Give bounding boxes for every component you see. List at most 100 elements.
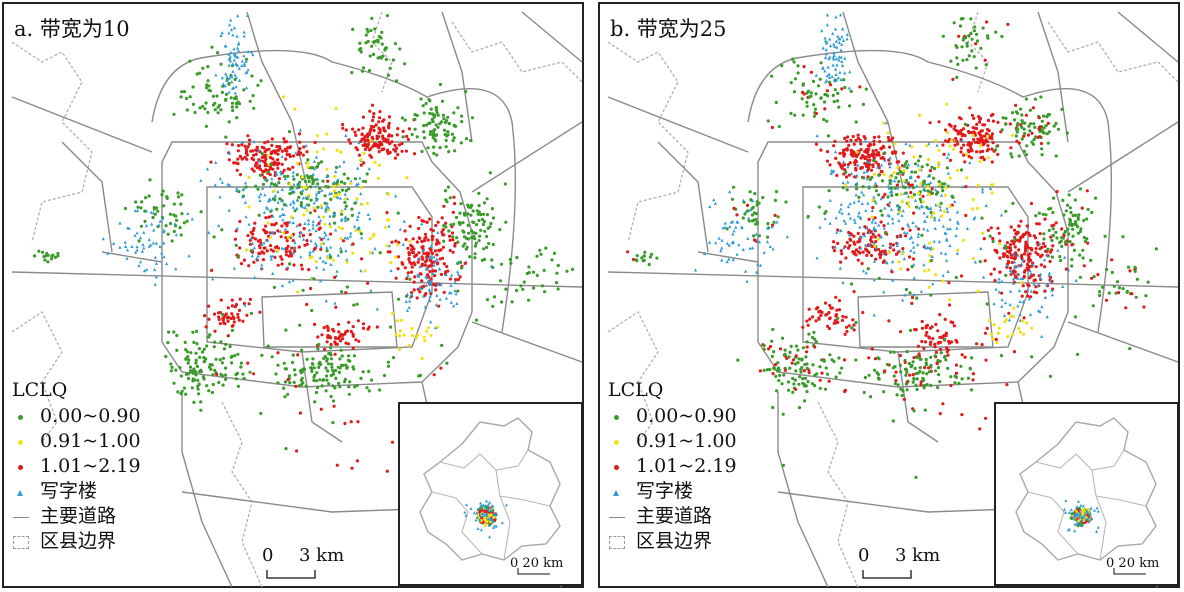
lclq-point <box>433 283 438 287</box>
lclq-point <box>335 342 339 346</box>
lclq-point <box>892 171 896 175</box>
lclq-point <box>273 245 278 249</box>
lclq-point <box>794 369 798 373</box>
lclq-point <box>276 381 280 385</box>
lclq-point <box>433 249 437 253</box>
lclq-point <box>805 366 809 370</box>
lclq-point <box>212 235 216 239</box>
lclq-point <box>197 392 201 396</box>
lclq-point <box>843 168 847 172</box>
lclq-point <box>375 325 379 329</box>
office-point <box>234 85 238 89</box>
lclq-point <box>202 356 206 360</box>
lclq-point <box>408 251 412 256</box>
lclq-point <box>287 254 291 258</box>
lclq-point <box>486 226 490 230</box>
lclq-point <box>1016 231 1020 235</box>
inset-office-point <box>463 510 467 514</box>
lclq-point <box>482 219 486 224</box>
lclq-point <box>796 361 800 365</box>
lclq-point <box>912 193 916 197</box>
lclq-point <box>247 142 251 146</box>
lclq-point <box>865 253 869 257</box>
lclq-point <box>347 320 351 324</box>
lclq-point <box>855 187 859 191</box>
lclq-point <box>793 77 798 81</box>
office-point <box>329 245 333 249</box>
lclq-point <box>851 134 855 139</box>
road-line <box>1067 321 1179 363</box>
lclq-point <box>222 347 226 351</box>
lclq-point <box>978 150 982 154</box>
inset-office-point <box>504 503 508 507</box>
lclq-point <box>938 335 942 339</box>
lclq-point <box>355 302 359 306</box>
lclq-point <box>435 153 439 157</box>
lclq-point <box>997 242 1001 246</box>
lclq-point <box>1050 255 1054 259</box>
lclq-point <box>50 257 54 261</box>
lclq-point <box>777 366 781 370</box>
lclq-point <box>317 221 321 226</box>
lclq-point <box>344 341 348 345</box>
inset-office-point <box>489 508 493 512</box>
office-point <box>435 293 439 297</box>
lclq-point <box>1042 237 1046 241</box>
lclq-point <box>193 378 197 382</box>
lclq-point <box>477 204 481 208</box>
lclq-point <box>1003 244 1008 248</box>
lclq-point <box>867 166 871 170</box>
office-point <box>228 183 232 187</box>
lclq-point <box>823 387 828 391</box>
legend-item-office: 写字楼 <box>12 479 141 504</box>
lclq-point <box>313 140 317 145</box>
lclq-point <box>910 170 914 174</box>
inset-office-point <box>1064 499 1068 502</box>
lclq-point <box>837 299 842 303</box>
lclq-point <box>943 317 947 321</box>
inset-office-point <box>492 511 496 515</box>
lclq-point <box>1073 220 1078 224</box>
lclq-point <box>452 195 456 199</box>
lclq-point <box>813 107 817 111</box>
lclq-point <box>1078 253 1082 257</box>
office-point <box>839 48 843 52</box>
lclq-point <box>762 343 766 348</box>
inset-office-point <box>494 512 498 516</box>
office-point <box>912 250 916 254</box>
office-point <box>891 260 895 264</box>
office-point <box>439 282 443 287</box>
lclq-point <box>860 261 864 266</box>
lclq-point <box>1020 125 1024 129</box>
office-point <box>375 307 379 311</box>
lclq-point <box>424 123 429 127</box>
lclq-point <box>911 380 915 384</box>
office-point <box>339 246 343 250</box>
lclq-point <box>323 222 327 226</box>
lclq-point <box>248 370 252 374</box>
lclq-point <box>286 174 290 178</box>
office-point <box>837 55 841 59</box>
office-point <box>898 249 902 253</box>
office-point <box>228 76 232 80</box>
lclq-point <box>337 183 341 187</box>
office-point <box>303 221 307 225</box>
lclq-point <box>780 382 784 386</box>
lclq-point <box>510 300 514 304</box>
office-point <box>832 57 836 61</box>
office-point <box>1038 241 1042 246</box>
lclq-point <box>344 128 348 132</box>
office-point <box>834 150 838 154</box>
lclq-point <box>460 120 464 124</box>
lclq-point <box>960 45 964 49</box>
office-point <box>865 177 869 181</box>
lclq-point <box>802 92 806 96</box>
lclq-point <box>990 147 994 151</box>
lclq-point <box>213 368 217 372</box>
lclq-point <box>271 149 276 153</box>
lclq-point <box>420 219 424 223</box>
lclq-point <box>412 247 416 251</box>
lclq-point <box>275 163 279 167</box>
lclq-point <box>828 163 832 167</box>
lclq-point <box>420 245 424 249</box>
